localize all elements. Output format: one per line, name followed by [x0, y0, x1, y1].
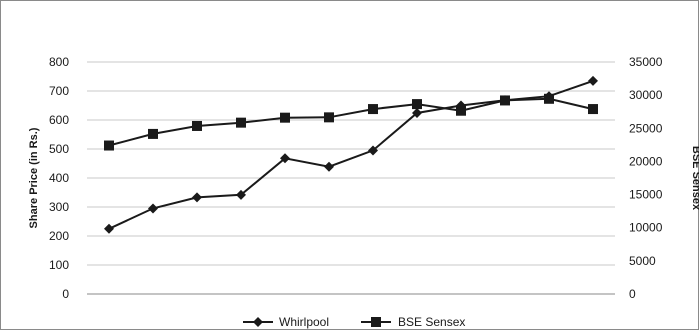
data-point [192, 120, 202, 131]
left-tick-label: 600 [49, 113, 69, 127]
legend-diamond-marker [253, 317, 263, 327]
right-tick-label: 0 [629, 287, 636, 301]
data-point [456, 105, 466, 116]
series-bse-sensex [104, 93, 598, 151]
data-point [104, 223, 114, 234]
left-tick-label: 800 [49, 55, 69, 69]
data-point [368, 145, 378, 156]
data-point [192, 192, 202, 203]
right-tick-label: 35000 [629, 55, 663, 69]
left-axis-title: Share Price (in Rs.) [28, 127, 40, 228]
right-tick-label: 5000 [629, 254, 656, 268]
data-point [104, 140, 114, 151]
data-point [588, 104, 598, 115]
left-tick-label: 100 [49, 258, 69, 272]
data-point [236, 117, 246, 128]
legend: Whirlpool BSE Sensex [243, 315, 465, 329]
data-point [544, 93, 554, 104]
left-tick-label: 400 [49, 171, 69, 185]
right-tick-label: 20000 [629, 154, 663, 168]
data-point [588, 75, 598, 86]
legend-label-whirlpool: Whirlpool [279, 315, 329, 329]
legend-square-marker [371, 317, 381, 327]
legend-item-bse-sensex: BSE Sensex [361, 315, 465, 329]
gridlines [87, 61, 615, 295]
left-tick-label: 500 [49, 142, 69, 156]
data-point [500, 95, 510, 106]
data-point [324, 161, 334, 172]
right-tick-label: 15000 [629, 188, 663, 202]
data-point [412, 108, 422, 119]
data-point [412, 99, 422, 110]
data-point [148, 203, 158, 214]
left-tick-label: 200 [49, 229, 69, 243]
legend-label-bse-sensex: BSE Sensex [398, 315, 465, 329]
left-tick-label: 0 [62, 287, 69, 301]
series-line [108, 97, 594, 147]
data-point [280, 112, 290, 123]
right-tick-label: 30000 [629, 88, 663, 102]
left-tick-label: 700 [49, 84, 69, 98]
data-point [236, 189, 246, 200]
data-point [368, 104, 378, 115]
right-axis-title: BSE Sensex [690, 146, 699, 211]
left-axis-ticks: 0 100 200 300 400 500 600 700 800 [49, 55, 69, 301]
right-axis-ticks: 0 5000 10000 15000 20000 25000 30000 35000 [629, 55, 663, 301]
data-point [280, 153, 290, 164]
legend-item-whirlpool: Whirlpool [243, 315, 329, 329]
data-point [324, 112, 334, 123]
series-layer [104, 75, 598, 234]
data-point [148, 128, 158, 139]
right-tick-label: 25000 [629, 121, 663, 135]
left-tick-label: 300 [49, 200, 69, 214]
right-tick-label: 10000 [629, 221, 663, 235]
